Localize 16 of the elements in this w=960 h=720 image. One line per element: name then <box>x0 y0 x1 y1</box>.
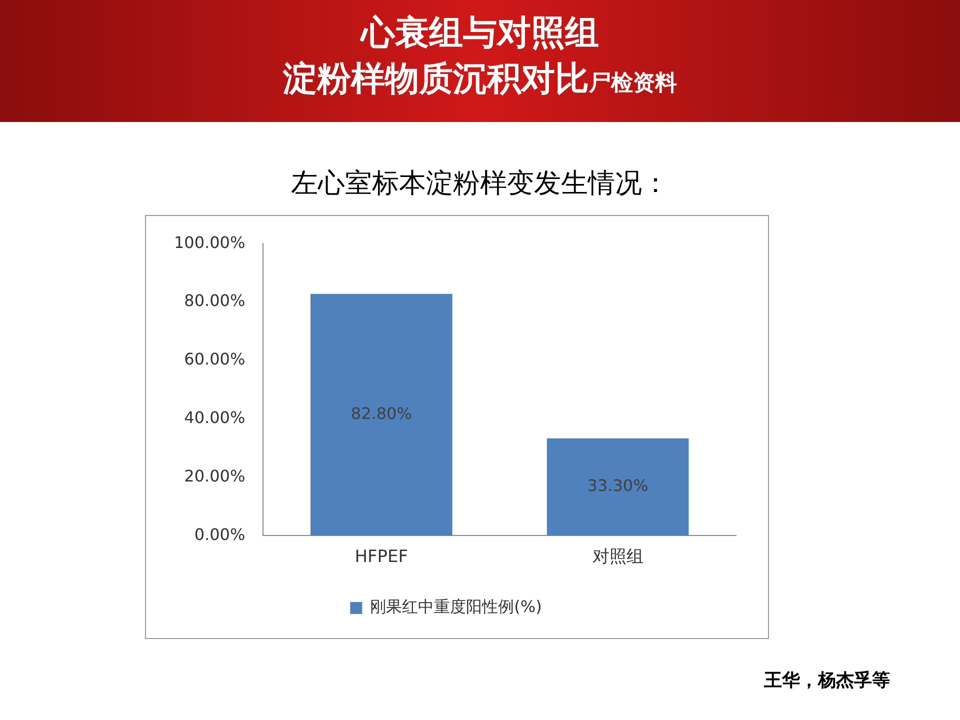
y-tick-label: 40.00% <box>184 408 246 427</box>
text: 王华，杨杰孚等 <box>764 669 890 692</box>
data-label: 33.30% <box>587 476 648 496</box>
y-tick-label: 20.00% <box>184 466 246 486</box>
y-tick-label: 100.00% <box>174 232 246 252</box>
y-tick-label: 60.00% <box>184 350 246 369</box>
x-tick-label: HFPEF <box>354 547 408 568</box>
data-label: 82.80% <box>350 404 412 423</box>
chart-title: 心衰组与对照组 <box>361 13 599 53</box>
y-tick-label: 0.00% <box>194 524 246 544</box>
chart-subtitle: 淀粉样物质沉积对比 <box>283 59 589 99</box>
text: 尸检资料 <box>589 71 677 96</box>
x-tick-label: 对照组 <box>592 547 644 568</box>
text: 左心室标本淀粉样变发生情况： <box>290 167 670 201</box>
y-tick-label: 80.00% <box>184 291 246 310</box>
legend-label: 刚果红中重度阳性例(%) <box>370 597 542 616</box>
